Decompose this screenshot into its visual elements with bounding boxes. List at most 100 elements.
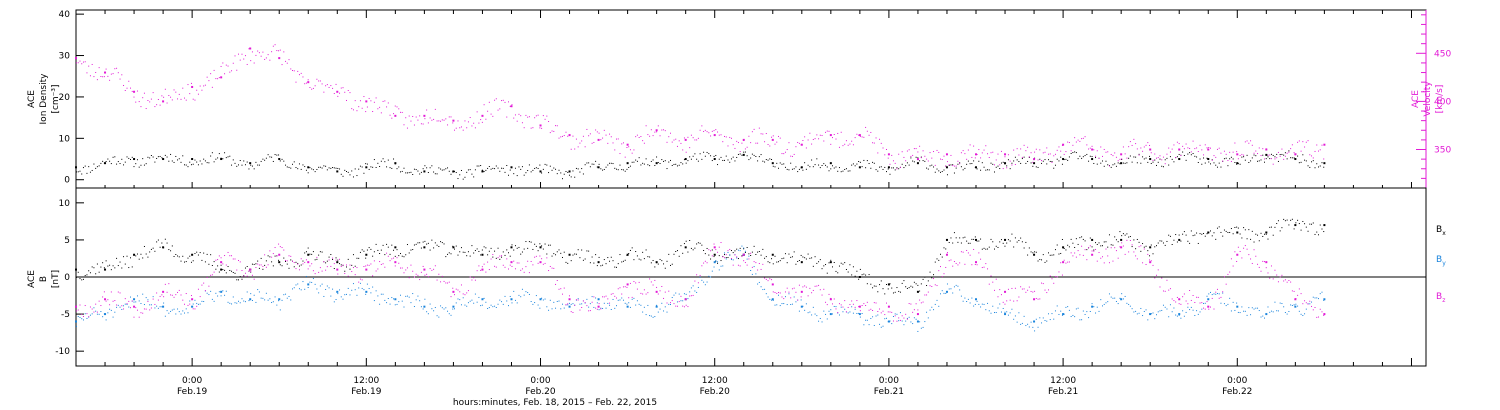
density-sample xyxy=(1126,162,1128,164)
bx-sample xyxy=(833,262,835,264)
by-sample xyxy=(119,306,121,308)
bz-sample xyxy=(1258,266,1260,268)
bz-sample xyxy=(521,268,523,270)
bz-sample xyxy=(462,293,464,295)
by-sample xyxy=(657,311,659,313)
bx-sample xyxy=(575,253,577,255)
velocity-sample xyxy=(1124,153,1126,155)
x-axis-label: hours:minutes, Feb. 18, 2015 – Feb. 22, … xyxy=(453,398,657,408)
density-sample xyxy=(401,170,403,172)
bx-sample xyxy=(852,266,854,268)
density-sample xyxy=(194,159,196,161)
by-sample xyxy=(685,293,687,295)
bz-sample xyxy=(1098,251,1100,253)
velocity-sample xyxy=(602,137,604,139)
bz-sample xyxy=(1049,275,1051,277)
bx-sample xyxy=(1283,218,1285,220)
bz-sample xyxy=(413,276,415,278)
velocity-point-5 xyxy=(220,76,223,79)
by-sample xyxy=(1079,319,1081,321)
density-sample xyxy=(1216,166,1218,168)
velocity-sample xyxy=(342,87,344,89)
by-sample xyxy=(1102,305,1103,307)
density-sample xyxy=(232,159,234,161)
density-sample xyxy=(541,172,543,174)
velocity-sample xyxy=(260,55,262,57)
bz-sample xyxy=(325,269,327,271)
velocity-sample xyxy=(568,134,570,136)
velocity-sample xyxy=(1255,150,1257,152)
bz-sample xyxy=(403,272,405,274)
velocity-sample xyxy=(309,86,311,88)
density-sample xyxy=(460,169,462,171)
density-sample xyxy=(572,170,574,172)
bz-sample xyxy=(858,306,860,308)
bz-sample xyxy=(886,302,887,304)
bx-sample xyxy=(295,261,297,263)
density-sample xyxy=(514,167,516,169)
by-sample xyxy=(420,306,422,308)
bx-point-10 xyxy=(365,253,368,256)
bx-sample xyxy=(210,254,212,256)
density-sample xyxy=(1077,158,1079,160)
density-sample xyxy=(877,170,879,172)
bz-sample xyxy=(1168,289,1170,291)
velocity-sample xyxy=(1288,151,1290,153)
velocity-sample xyxy=(1013,149,1015,151)
density-sample xyxy=(300,168,302,170)
by-sample xyxy=(899,312,901,314)
by-point-8 xyxy=(307,283,310,286)
by-sample xyxy=(1272,311,1274,313)
density-sample xyxy=(377,162,379,164)
by-sample xyxy=(170,310,172,312)
bz-sample xyxy=(192,308,194,310)
velocity-sample xyxy=(647,134,649,136)
bx-sample xyxy=(1223,229,1225,231)
bz-sample xyxy=(1002,301,1004,303)
density-sample xyxy=(170,153,172,155)
bx-sample xyxy=(1262,235,1264,237)
bx-sample xyxy=(403,256,405,258)
velocity-sample xyxy=(346,99,347,101)
bz-point-24 xyxy=(771,283,774,286)
by-sample xyxy=(1190,306,1192,308)
velocity-sample xyxy=(199,85,201,87)
bz-point-25 xyxy=(800,290,803,293)
bz-sample xyxy=(636,288,638,290)
density-sample xyxy=(211,152,213,154)
bx-sample xyxy=(1154,246,1156,248)
bx-sample xyxy=(145,253,147,255)
velocity-point-19 xyxy=(626,143,629,146)
by-sample xyxy=(1136,313,1138,315)
by-sample xyxy=(490,304,492,306)
velocity-sample xyxy=(767,144,769,146)
by-sample xyxy=(757,283,759,285)
bz-sample xyxy=(757,269,759,271)
velocity-sample xyxy=(973,145,975,147)
bz-sample xyxy=(464,294,466,296)
bz-sample xyxy=(1027,289,1029,291)
by-sample xyxy=(201,300,203,302)
density-sample xyxy=(852,163,854,165)
velocity-sample xyxy=(995,159,997,161)
density-point-37 xyxy=(1149,158,1152,161)
bz-sample xyxy=(894,315,896,317)
velocity-sample xyxy=(274,44,276,46)
by-sample xyxy=(938,305,940,307)
density-sample xyxy=(535,167,537,169)
by-sample xyxy=(819,317,821,319)
bz-sample xyxy=(562,293,563,295)
density-sample xyxy=(1014,156,1016,158)
by-sample xyxy=(427,313,429,315)
bx-sample xyxy=(743,248,745,250)
velocity-sample xyxy=(333,93,335,95)
velocity-sample xyxy=(1180,154,1182,156)
by-sample xyxy=(126,304,128,306)
by-sample xyxy=(572,303,574,305)
by-point-14 xyxy=(481,298,484,301)
velocity-sample xyxy=(717,131,719,133)
velocity-sample xyxy=(1060,150,1062,152)
by-sample xyxy=(1199,311,1201,313)
by-sample xyxy=(1161,309,1163,311)
density-sample xyxy=(393,158,395,160)
